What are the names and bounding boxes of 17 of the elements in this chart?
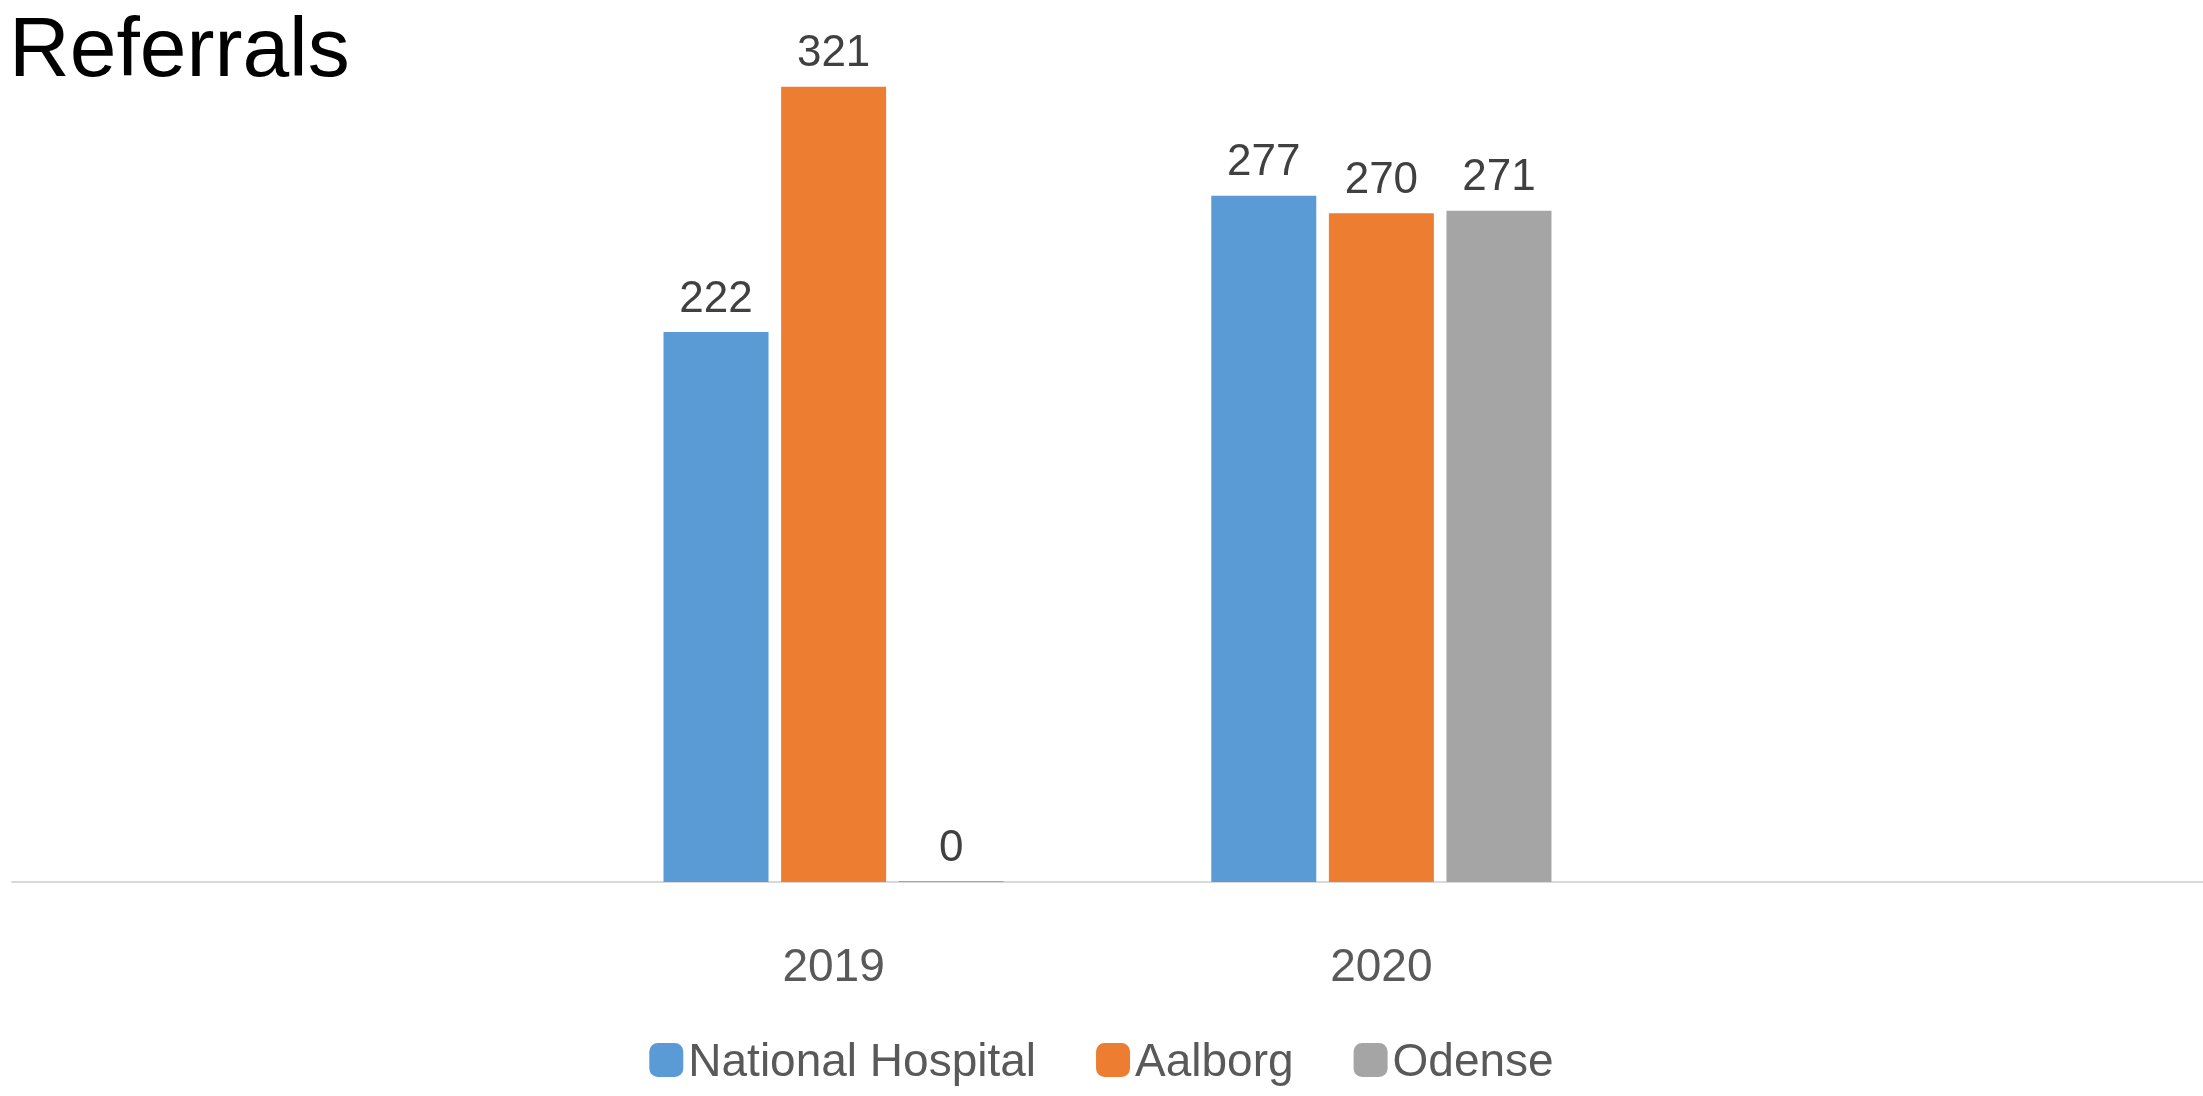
data-label: 277	[1227, 135, 1301, 185]
chart-title: Referrals	[9, 0, 350, 94]
legend-label: National Hospital	[688, 1034, 1037, 1086]
data-label: 270	[1344, 152, 1419, 202]
bar	[781, 86, 887, 882]
x-tick-label: 2019	[782, 939, 885, 991]
bar	[1328, 213, 1434, 882]
legend-label: Odense	[1392, 1034, 1554, 1086]
bar	[663, 332, 769, 882]
data-label: 321	[796, 26, 871, 76]
bar	[1446, 210, 1552, 882]
bar	[1211, 195, 1317, 882]
data-label: 0	[938, 820, 964, 870]
legend-label: Aalborg	[1135, 1034, 1294, 1086]
data-label: 271	[1462, 150, 1536, 200]
data-label: 222	[679, 271, 753, 321]
x-tick-label: 2020	[1330, 939, 1433, 991]
